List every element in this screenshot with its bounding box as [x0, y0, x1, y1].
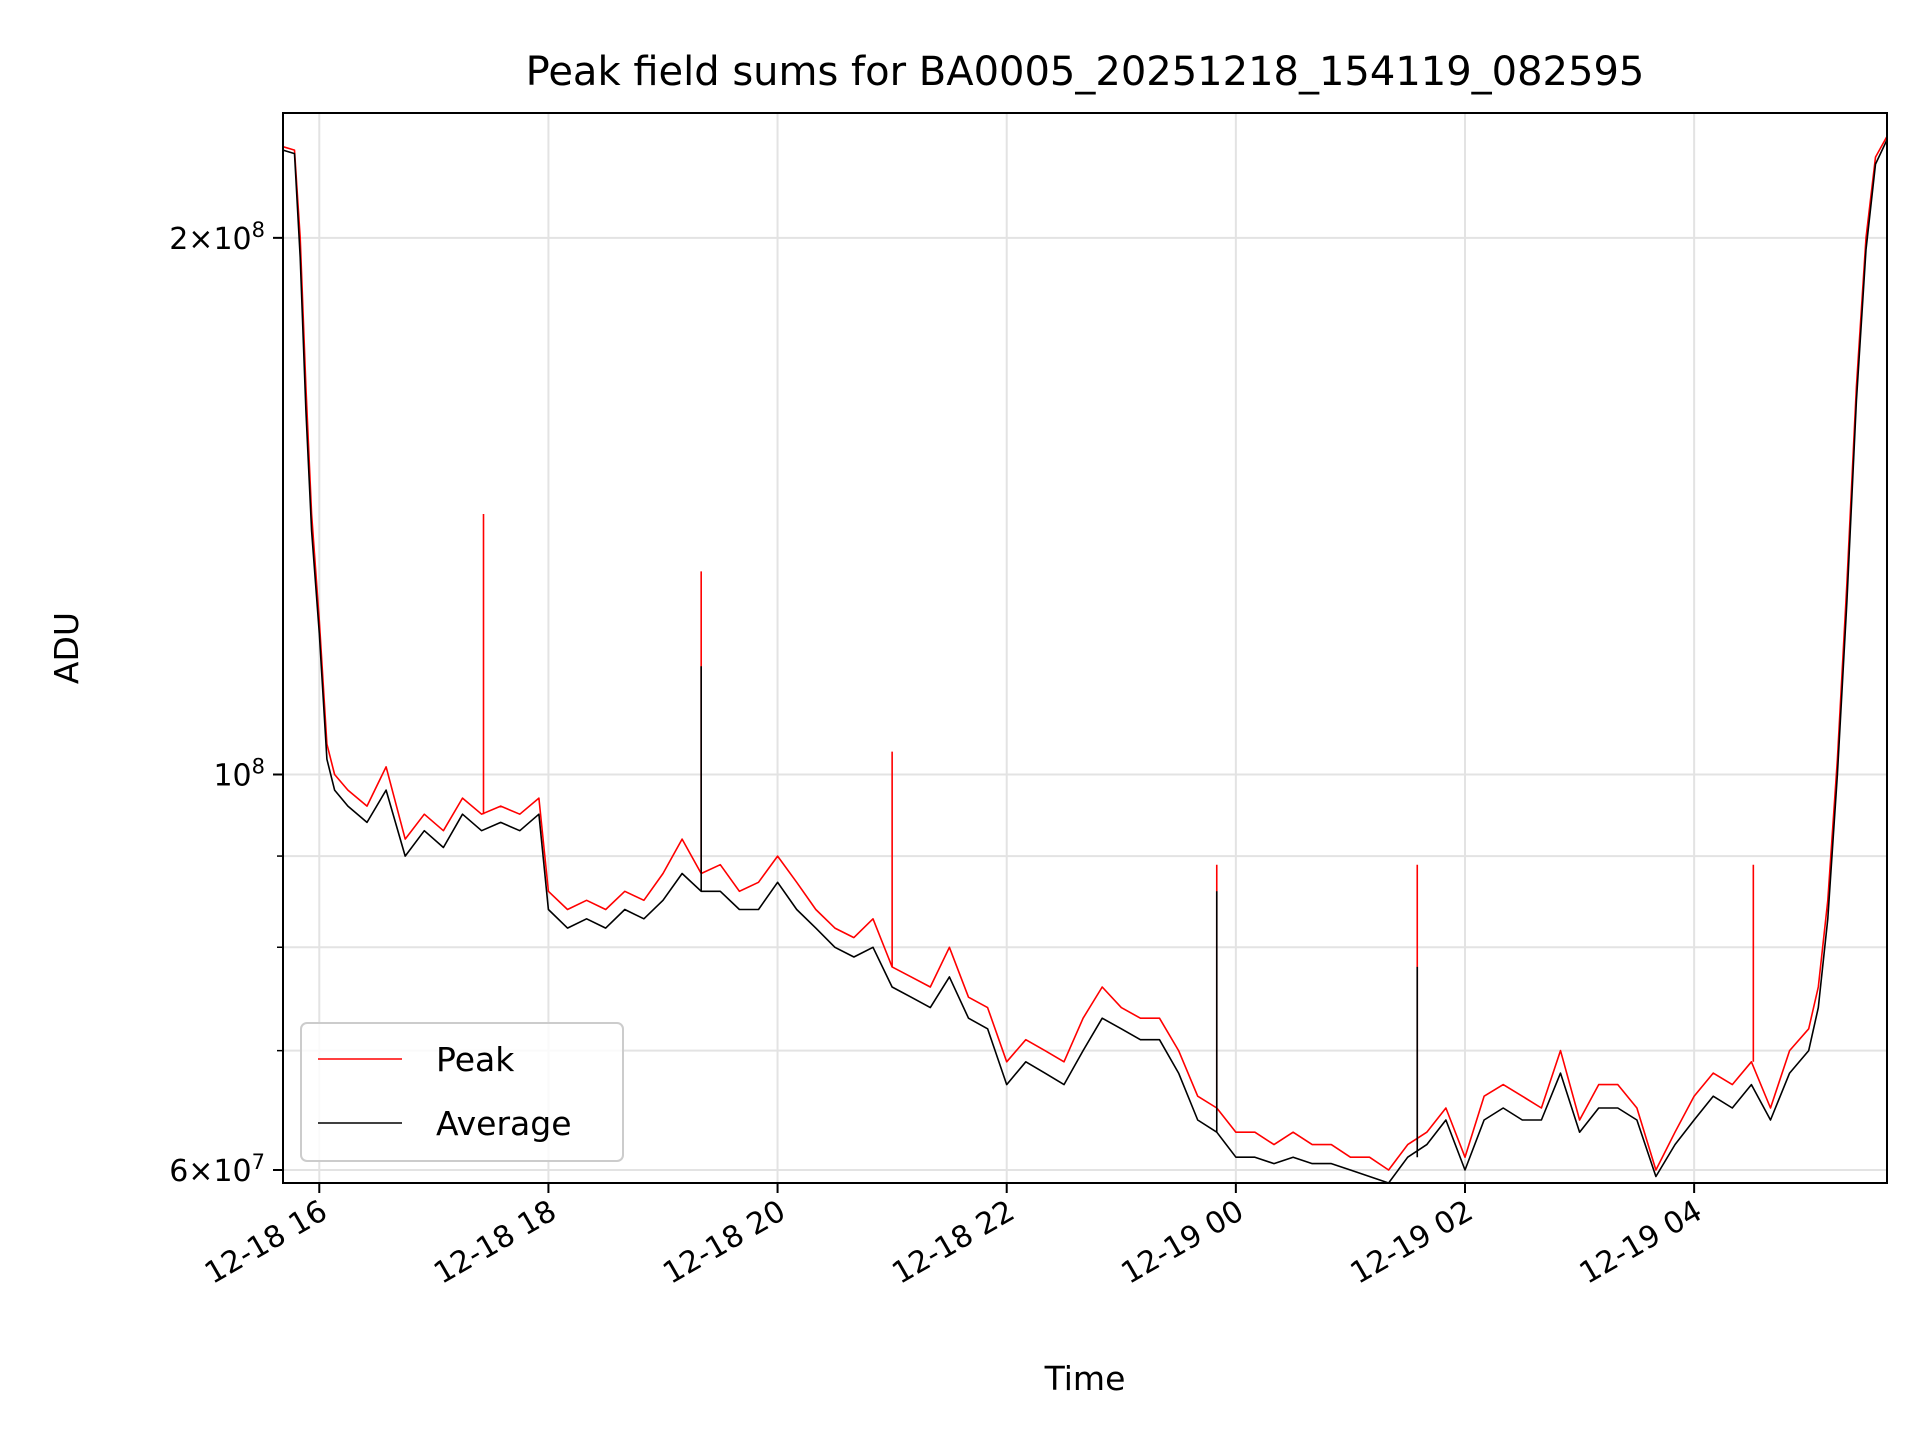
series-layer	[282, 136, 1888, 1184]
x-axis-label: Time	[1044, 1359, 1126, 1398]
chart-title: Peak field sums for BA0005_20251218_1541…	[526, 49, 1645, 95]
y-tick-label: 6×107	[169, 1150, 265, 1189]
legend-box	[300, 1022, 624, 1162]
y-axis-label: ADU	[47, 612, 86, 684]
plot-frame	[282, 112, 1888, 1184]
legend-label-average: Average	[436, 1104, 572, 1143]
y-tick-label: 2×108	[169, 218, 265, 257]
series-line-average	[282, 139, 1888, 1184]
series-line-peak	[282, 136, 1888, 1171]
legend: Peak Average	[300, 1022, 624, 1162]
legend-label-peak: Peak	[436, 1040, 515, 1079]
